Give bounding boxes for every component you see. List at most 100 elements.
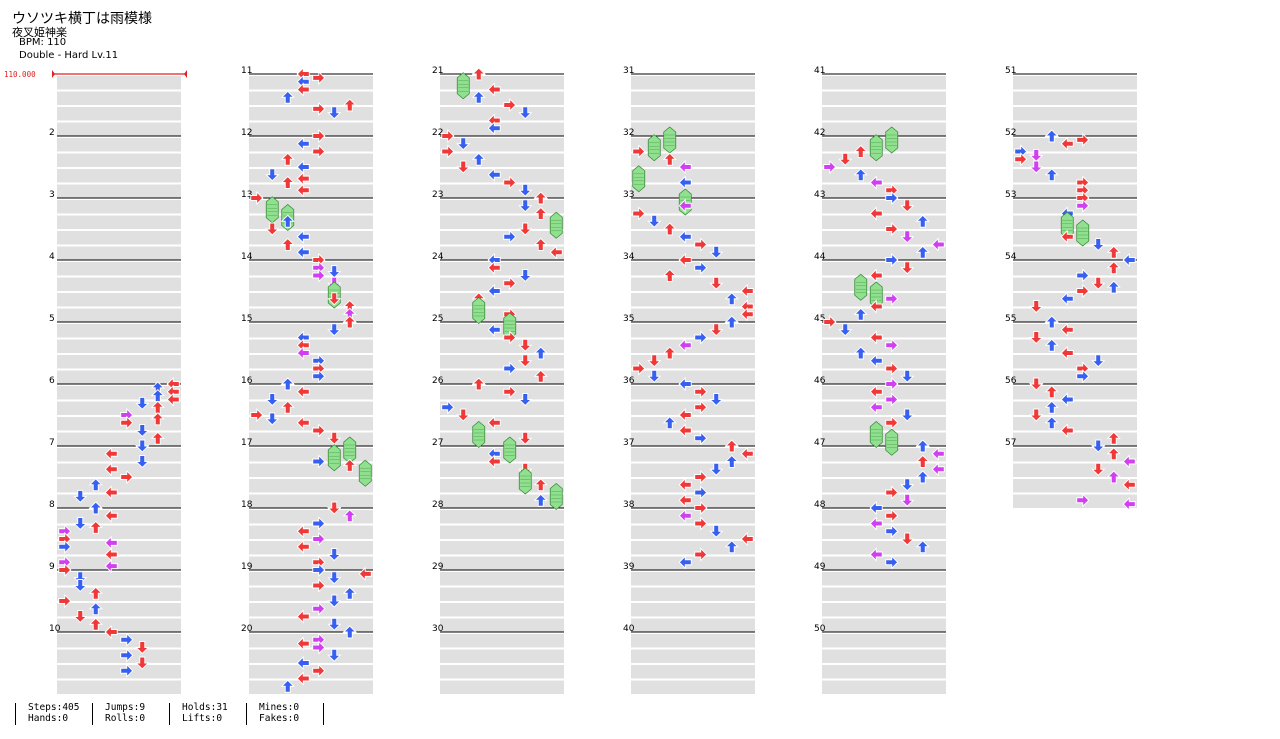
beat-band bbox=[631, 76, 755, 90]
arrow-shape bbox=[1029, 377, 1044, 391]
beat-band bbox=[249, 603, 373, 617]
difficulty-label: Double - Hard Lv.11 bbox=[19, 50, 119, 61]
arrow-shape bbox=[900, 532, 915, 546]
beat-band bbox=[631, 215, 755, 229]
arrow-shape bbox=[280, 152, 295, 166]
beat-band bbox=[822, 432, 946, 446]
hold-note bbox=[518, 467, 532, 495]
arrow-shape bbox=[724, 315, 739, 329]
beat-band bbox=[822, 541, 946, 555]
beat-band bbox=[440, 432, 564, 446]
beat-band bbox=[631, 231, 755, 245]
beat-band bbox=[249, 386, 373, 400]
arrow-note bbox=[678, 175, 692, 190]
bpm-label: BPM: 110 bbox=[19, 37, 67, 48]
arrow-shape bbox=[327, 265, 342, 279]
arrow-shape bbox=[1029, 300, 1044, 314]
arrow-shape bbox=[73, 489, 88, 504]
arrow-note bbox=[456, 160, 471, 174]
arrow-note bbox=[456, 408, 471, 422]
beat-band bbox=[249, 572, 373, 586]
arrow-shape bbox=[1029, 331, 1044, 345]
beat-band bbox=[440, 587, 564, 601]
arrow-shape bbox=[471, 67, 486, 81]
arrow-note bbox=[327, 648, 342, 662]
arrow-note bbox=[104, 446, 118, 461]
arrow-shape bbox=[694, 500, 708, 516]
arrow-note bbox=[678, 555, 692, 570]
arrow-shape bbox=[632, 144, 646, 159]
arrow-note bbox=[885, 221, 899, 237]
arrow-shape bbox=[296, 345, 310, 361]
arrow-shape bbox=[678, 338, 692, 353]
arrow-note bbox=[487, 454, 501, 469]
arrow-shape bbox=[471, 152, 486, 166]
beat-band bbox=[440, 572, 564, 586]
arrow-note bbox=[135, 641, 150, 655]
arrow-shape bbox=[838, 152, 853, 166]
measure-number: 55 bbox=[1005, 314, 1016, 324]
arrow-shape bbox=[885, 555, 899, 570]
arrow-note bbox=[900, 493, 915, 507]
beat-band bbox=[1013, 122, 1137, 136]
arrow-note bbox=[724, 454, 739, 468]
measure-number: 42 bbox=[814, 128, 825, 138]
arrow-shape bbox=[120, 632, 134, 647]
arrow-note bbox=[487, 167, 501, 182]
beat-band bbox=[440, 448, 564, 462]
beat-band bbox=[57, 510, 181, 524]
arrow-shape bbox=[1122, 252, 1136, 268]
arrow-shape bbox=[327, 617, 342, 631]
beat-band bbox=[57, 618, 181, 632]
beat-band bbox=[631, 494, 755, 508]
beat-band bbox=[631, 246, 755, 260]
measure-number: 19 bbox=[241, 562, 253, 572]
arrow-shape bbox=[280, 175, 295, 189]
beat-band bbox=[631, 293, 755, 307]
beat-band bbox=[440, 510, 564, 524]
beat-band bbox=[440, 618, 564, 632]
arrow-shape bbox=[900, 369, 915, 383]
beat-band bbox=[631, 665, 755, 679]
arrow-shape bbox=[694, 516, 708, 531]
arrow-shape bbox=[296, 524, 310, 539]
arrow-shape bbox=[1029, 160, 1044, 174]
arrow-note bbox=[900, 408, 915, 422]
arrow-shape bbox=[265, 412, 280, 426]
arrow-shape bbox=[533, 369, 548, 383]
arrow-note bbox=[1076, 493, 1090, 508]
stats-col-3: Holds:31 Lifts:0 bbox=[182, 702, 228, 724]
arrow-shape bbox=[342, 458, 357, 472]
arrow-shape bbox=[931, 462, 945, 477]
arrow-shape bbox=[58, 562, 72, 578]
hold-body bbox=[1060, 211, 1074, 239]
arrow-shape bbox=[678, 477, 692, 492]
beat-band bbox=[249, 370, 373, 384]
beat-band bbox=[1013, 200, 1137, 214]
arrow-shape bbox=[342, 586, 357, 600]
arrow-shape bbox=[678, 229, 692, 244]
arrow-shape bbox=[296, 415, 310, 430]
arrow-note bbox=[869, 175, 883, 190]
arrow-note bbox=[250, 407, 264, 423]
beat-band bbox=[631, 525, 755, 539]
arrow-shape bbox=[456, 137, 471, 151]
beat-band bbox=[249, 215, 373, 229]
arrow-shape bbox=[1076, 493, 1090, 508]
arrow-note bbox=[280, 152, 295, 166]
arrow-shape bbox=[678, 252, 692, 268]
measure-number: 32 bbox=[623, 128, 634, 138]
measure-bands bbox=[57, 76, 1137, 694]
beat-band bbox=[249, 200, 373, 214]
measure-number: 17 bbox=[241, 438, 252, 448]
arrow-note bbox=[518, 222, 533, 236]
beat-band bbox=[57, 634, 181, 648]
measure-number: 2 bbox=[49, 128, 55, 138]
beat-band bbox=[440, 401, 564, 415]
arrow-shape bbox=[1091, 276, 1106, 290]
arrow-shape bbox=[885, 221, 899, 237]
arrow-note bbox=[441, 400, 455, 415]
arrow-note bbox=[662, 152, 677, 166]
arrow-note bbox=[1106, 261, 1121, 275]
beat-band bbox=[57, 200, 181, 214]
